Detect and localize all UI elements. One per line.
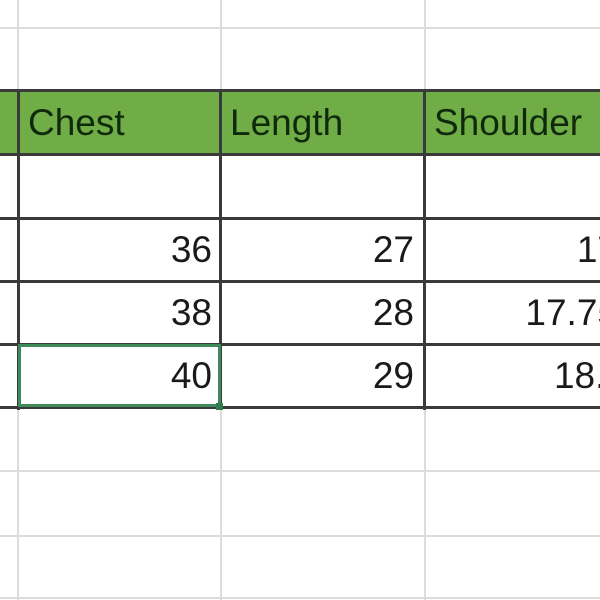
header-row	[0, 90, 600, 154]
table-border	[0, 406, 600, 409]
table-border	[423, 90, 426, 410]
cell[interactable]	[222, 156, 422, 218]
selected-cell[interactable]: 40	[170, 355, 212, 396]
header-shoulder[interactable]: Shoulder	[434, 102, 583, 143]
table-border	[0, 217, 600, 220]
cell[interactable]	[20, 156, 220, 218]
table-border	[0, 343, 600, 346]
gridline	[0, 535, 600, 537]
cell[interactable]: 17.75	[525, 292, 600, 333]
gridline	[0, 597, 600, 599]
header-chest[interactable]: Chest	[28, 102, 125, 143]
cell[interactable]: 29	[372, 355, 414, 396]
table-border	[0, 153, 600, 156]
cell[interactable]: 18.5	[553, 355, 600, 396]
cell[interactable]: 28	[372, 292, 414, 333]
table-border	[17, 90, 20, 410]
cell-selection-border	[18, 344, 221, 407]
gridline	[0, 470, 600, 472]
cell[interactable]: 17	[576, 229, 600, 270]
fill-handle[interactable]	[216, 403, 223, 410]
cell[interactable]: 38	[170, 292, 212, 333]
cell[interactable]	[426, 156, 600, 218]
table-border	[0, 280, 600, 283]
table-border	[0, 89, 600, 92]
table-border	[219, 90, 222, 410]
header-length[interactable]: Length	[230, 102, 344, 143]
gridline	[0, 27, 600, 29]
cell[interactable]: 36	[170, 229, 212, 270]
cell[interactable]: 27	[372, 229, 414, 270]
